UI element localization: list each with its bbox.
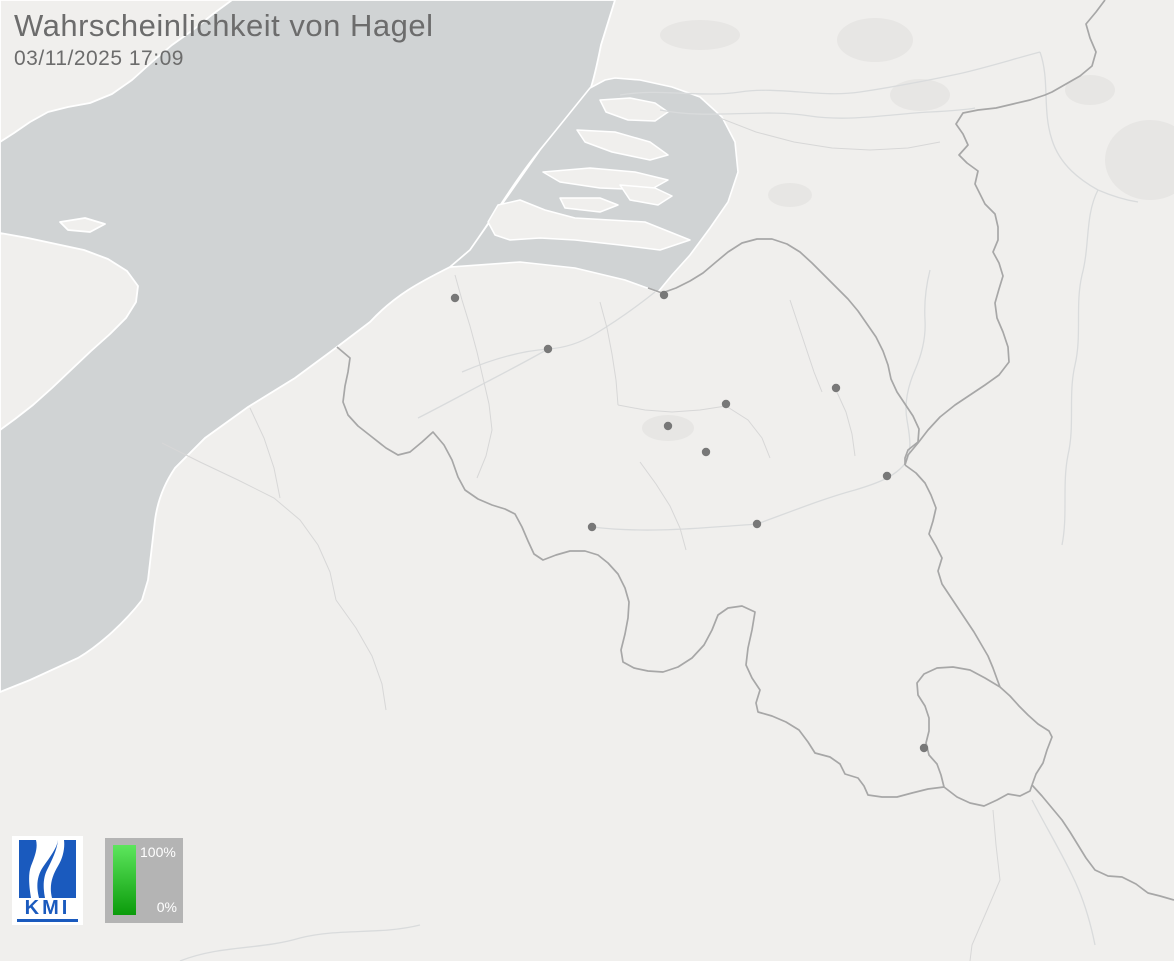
city-dot	[587, 522, 597, 532]
city-dot	[721, 399, 731, 409]
kmi-logo: KMI	[12, 836, 83, 925]
city-dot	[543, 344, 553, 354]
urban-areas	[642, 18, 1174, 441]
legend-gradient-bar	[113, 845, 136, 915]
kmi-logo-underline	[17, 919, 78, 922]
kmi-emblem-icon	[19, 840, 76, 898]
map-timestamp: 03/11/2025 17:09	[14, 46, 184, 70]
delta-islands	[487, 97, 691, 251]
uk-coast	[0, 0, 233, 431]
city-dot	[701, 447, 711, 457]
legend-min-label: 0%	[156, 899, 177, 915]
city-dot	[831, 383, 841, 393]
city-dot	[919, 743, 929, 753]
legend-max-label: 100%	[140, 844, 176, 860]
map-header: Wahrscheinlichkeit von Hagel 03/11/2025 …	[14, 8, 433, 71]
city-markers	[450, 290, 929, 753]
city-dot	[450, 293, 460, 303]
province-borders	[161, 117, 1001, 961]
city-dot	[752, 519, 762, 529]
city-dot	[882, 471, 892, 481]
kmi-logo-text: KMI	[24, 897, 71, 919]
city-dot	[663, 421, 673, 431]
city-dot	[659, 290, 669, 300]
country-borders	[336, 0, 1174, 901]
rivers	[179, 51, 1139, 961]
page-title: Wahrscheinlichkeit von Hagel	[14, 8, 434, 43]
probability-legend: 100% 0%	[105, 838, 183, 923]
